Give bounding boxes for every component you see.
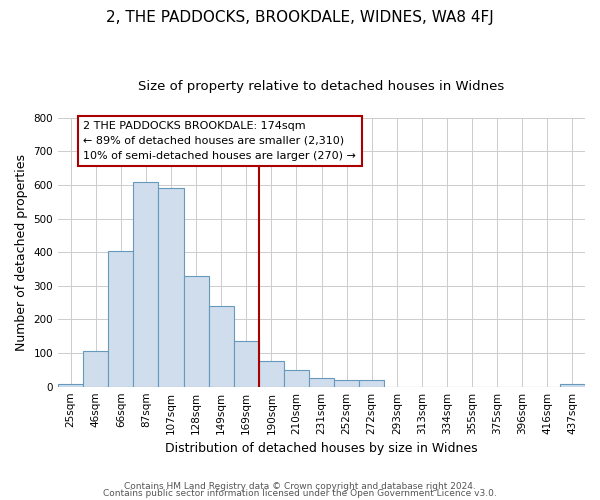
Title: Size of property relative to detached houses in Widnes: Size of property relative to detached ho… (139, 80, 505, 93)
Text: Contains HM Land Registry data © Crown copyright and database right 2024.: Contains HM Land Registry data © Crown c… (124, 482, 476, 491)
Bar (309, 378, 334, 386)
Bar (233, 342, 259, 386)
Bar (133, 182, 158, 386)
Bar (209, 306, 233, 386)
Bar (83, 352, 108, 386)
Bar (359, 380, 384, 386)
Bar (284, 370, 309, 386)
Bar (334, 380, 359, 386)
Bar (108, 250, 133, 386)
Text: 2, THE PADDOCKS, BROOKDALE, WIDNES, WA8 4FJ: 2, THE PADDOCKS, BROOKDALE, WIDNES, WA8 … (106, 10, 494, 25)
Bar (184, 276, 209, 386)
Bar (58, 384, 83, 386)
Text: 2 THE PADDOCKS BROOKDALE: 174sqm
← 89% of detached houses are smaller (2,310)
10: 2 THE PADDOCKS BROOKDALE: 174sqm ← 89% o… (83, 121, 356, 160)
Text: Contains public sector information licensed under the Open Government Licence v3: Contains public sector information licen… (103, 490, 497, 498)
X-axis label: Distribution of detached houses by size in Widnes: Distribution of detached houses by size … (165, 442, 478, 455)
Bar (560, 384, 585, 386)
Bar (158, 188, 184, 386)
Y-axis label: Number of detached properties: Number of detached properties (15, 154, 28, 350)
Bar (259, 362, 284, 386)
